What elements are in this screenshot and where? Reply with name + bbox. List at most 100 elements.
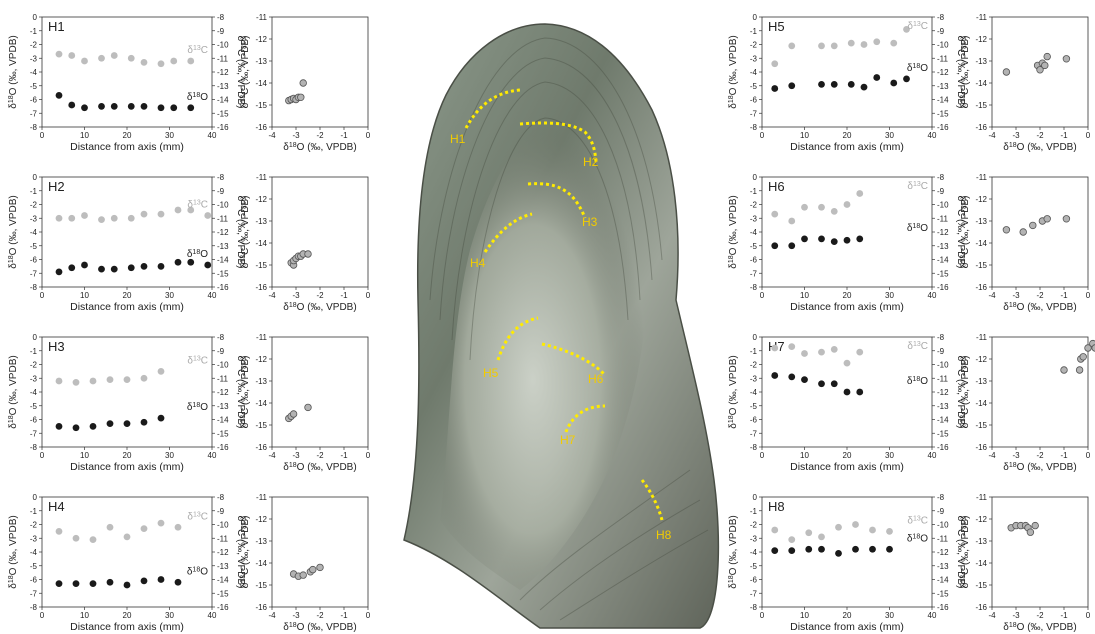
- x-axis-title-part: 18: [289, 622, 297, 629]
- d13c-point: [89, 536, 97, 544]
- x-tick-label: 30: [165, 611, 174, 620]
- d13c-point: [81, 212, 88, 219]
- d13c-point: [140, 58, 148, 66]
- d18o-point: [140, 262, 148, 270]
- y-tick-label: -16: [255, 443, 267, 452]
- d13c-point: [157, 367, 165, 375]
- d13c-series-label-part: C: [921, 181, 928, 192]
- x-tick-label: 40: [208, 131, 217, 140]
- y2-axis-title-part: 13: [960, 361, 967, 369]
- d18o-series-label-part: O: [200, 249, 208, 260]
- d18o-series-label-part: 18: [912, 222, 920, 229]
- y-axis-title-part: O (‰, VPDB): [728, 355, 739, 415]
- hiatus-label-h5: H5: [483, 366, 499, 380]
- y2-tick-label: -9: [937, 347, 945, 356]
- x-tick-label: -3: [1012, 291, 1020, 300]
- x-axis-title: Distance from axis (mm): [70, 621, 184, 633]
- d13c-series-label-part: 13: [913, 341, 921, 348]
- y-tick-label: -2: [30, 361, 38, 370]
- y2-tick-label: -8: [937, 13, 945, 22]
- y2-tick-label: -12: [937, 228, 949, 237]
- x-tick-label: -4: [988, 611, 996, 620]
- y-axis-title: δ18O (‰, VPDB): [728, 35, 740, 108]
- y-tick-label: -14: [255, 239, 267, 248]
- d18o-point: [771, 372, 779, 379]
- y-axis-title-part: C (‰, VPDB): [240, 516, 251, 575]
- crossplot-point: [1002, 68, 1011, 76]
- panel-title: H1: [48, 19, 65, 34]
- y-tick-label: -6: [30, 416, 38, 425]
- y-tick-label: -8: [30, 123, 38, 132]
- y-tick-label: -2: [750, 521, 758, 530]
- x-tick-label: -3: [292, 451, 300, 460]
- d13c-series-label: δ13C: [907, 181, 928, 193]
- y-tick-label: -7: [750, 589, 758, 598]
- y-tick-label: -15: [255, 581, 267, 590]
- hiatus-label-h3: H3: [582, 215, 598, 229]
- x-axis-title-part: O (‰, VPDB): [297, 622, 357, 633]
- d18o-point: [127, 102, 135, 110]
- y-tick-label: -13: [975, 377, 987, 386]
- y-tick-label: -13: [255, 217, 267, 226]
- x-axis-title-part: δ: [283, 462, 289, 473]
- y-axis-title: δ18O (‰, VPDB): [8, 515, 20, 588]
- d13c-point: [818, 348, 825, 356]
- x-tick-label: 40: [208, 451, 217, 460]
- d18o-series-label: δ18O: [187, 402, 208, 414]
- y-tick-label: -14: [975, 239, 987, 248]
- y-axis-title-part: δ: [240, 582, 251, 588]
- y2-axis-title-part: 13: [240, 41, 247, 49]
- y-tick-label: 0: [753, 333, 758, 342]
- y-axis-title-part: 18: [8, 95, 15, 103]
- d13c-point: [127, 54, 135, 62]
- x-tick-label: 0: [40, 451, 45, 460]
- y-tick-label: -6: [750, 256, 758, 265]
- d13c-point: [801, 350, 808, 357]
- x-tick-label: 0: [1086, 451, 1091, 460]
- y-tick-label: -13: [255, 377, 267, 386]
- d18o-point: [127, 264, 135, 272]
- y2-tick-label: -10: [937, 521, 949, 530]
- x-axis-title: δ18O (‰, VPDB): [1003, 302, 1076, 314]
- x-tick-label: -3: [292, 131, 300, 140]
- d13c-series-label-part: δ: [187, 45, 193, 56]
- y-axis-title-part: C (‰, VPDB): [960, 516, 971, 575]
- x-axis-title: δ18O (‰, VPDB): [283, 302, 356, 314]
- d13c-point: [788, 217, 796, 225]
- d18o-series-label-part: δ: [187, 249, 193, 260]
- x-tick-label: -3: [292, 291, 300, 300]
- d18o-series-label-part: 18: [912, 62, 920, 69]
- x-tick-label: 0: [760, 611, 765, 620]
- y-tick-label: -14: [255, 79, 267, 88]
- y2-tick-label: -13: [937, 242, 949, 251]
- d18o-series-label-part: δ: [907, 533, 913, 544]
- x-tick-label: 0: [366, 451, 371, 460]
- y-tick-label: -12: [975, 35, 987, 44]
- crossplot-point: [1043, 52, 1051, 61]
- growth-layers: [429, 37, 709, 621]
- d13c-point: [788, 42, 796, 50]
- plot-frame: [991, 336, 1089, 448]
- y2-tick-label: -16: [217, 443, 229, 452]
- y2-axis-title-part: C (‰, VPDB): [955, 49, 966, 108]
- y-axis-title-part: C (‰, VPDB): [960, 356, 971, 415]
- y-tick-label: -7: [750, 269, 758, 278]
- d18o-series-label-part: δ: [907, 376, 913, 387]
- x-tick-label: 0: [760, 291, 765, 300]
- y2-axis-title: δ13C (‰, VPDB): [235, 196, 247, 269]
- y-tick-label: -4: [750, 548, 758, 557]
- y2-tick-label: -10: [937, 41, 949, 50]
- d13c-series-label-part: δ: [907, 21, 913, 32]
- y2-axis-title: δ13C (‰, VPDB): [235, 356, 247, 429]
- d18o-point: [890, 79, 898, 87]
- hiatus-label-h2: H2: [583, 155, 599, 169]
- hiatus-label-h6: H6: [588, 372, 604, 386]
- y-tick-label: -14: [975, 559, 987, 568]
- x-tick-label: -1: [1060, 451, 1068, 460]
- y-tick-label: -6: [30, 96, 38, 105]
- d18o-point: [157, 576, 165, 583]
- y2-tick-label: -8: [937, 493, 945, 502]
- y-tick-label: -3: [30, 214, 38, 223]
- x-tick-label: 0: [1086, 131, 1091, 140]
